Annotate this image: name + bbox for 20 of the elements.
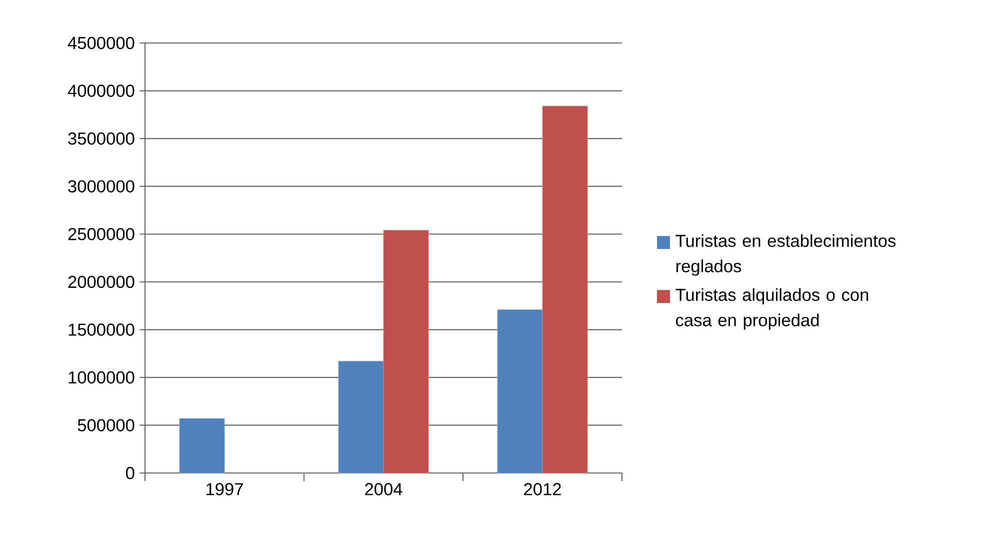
y-tick-label: 1000000 [68,371,134,384]
legend-label: Turistas alquilados o con casa en propiedad [676,288,868,330]
bar [383,230,429,474]
y-tick-label: 0 [126,466,134,480]
y-tick-label: 4500000 [68,36,134,50]
y-tick-label: 2000000 [68,276,134,288]
legend-label: Turistas en establecimientos reglados [676,234,896,276]
y-tick-label: 1500000 [68,324,134,336]
y-tick-label: 3500000 [68,132,134,145]
x-tick-label: 2004 [365,483,402,496]
bar [338,360,384,474]
y-tick-label: 4000000 [68,84,134,97]
bar [542,106,588,474]
bar [497,309,543,474]
bar [179,418,225,474]
y-tick-label: 2500000 [68,228,134,240]
x-tick-label: 2012 [524,483,561,496]
x-tick-label: 1997 [206,483,243,496]
y-tick-label: 500000 [78,419,134,432]
y-tick-label: 3000000 [68,180,134,192]
